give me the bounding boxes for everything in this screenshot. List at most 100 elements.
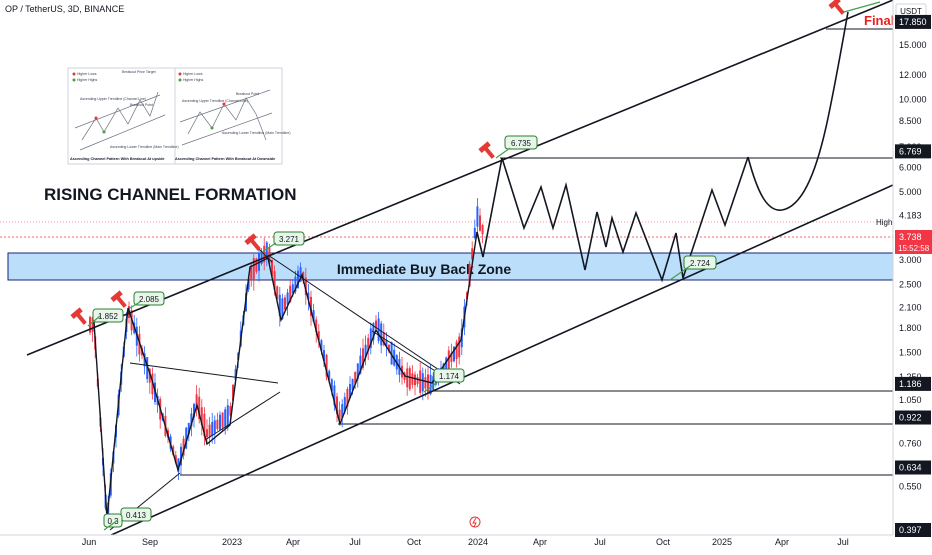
channel-lower-line: [109, 184, 893, 535]
peak-labels: 1.852 2.085 3.271 6.735 1.174 2.724 0.41…: [92, 135, 717, 528]
candle: [284, 294, 286, 313]
candle: [346, 386, 349, 415]
svg-text:Breakout Point: Breakout Point: [130, 103, 153, 107]
label-0413: 0.413: [120, 507, 152, 522]
hammer-icon: [110, 290, 127, 308]
svg-text:0.3: 0.3: [107, 517, 119, 526]
y-tick-label: 3.000: [899, 255, 922, 265]
high-label: High: [876, 218, 892, 227]
wedge-1b: [204, 391, 281, 441]
hammer-icon: [244, 233, 261, 251]
svg-text:Breakout Price Target: Breakout Price Target: [122, 70, 156, 74]
candle: [367, 333, 370, 360]
wedge-1: [129, 362, 279, 384]
rising-channel: [26, 0, 893, 535]
flash-icon[interactable]: [469, 516, 481, 528]
candle: [450, 343, 453, 368]
level-tag: 0.397: [895, 523, 931, 537]
buy-back-zone: [7, 252, 894, 281]
candle: [375, 315, 377, 332]
x-tick-label: Jul: [594, 537, 606, 547]
x-tick-label: 2025: [712, 537, 732, 547]
pivot-marks: [87, 1, 881, 531]
svg-text:Ascending Channel Pattern With: Ascending Channel Pattern With Breakout …: [70, 157, 165, 161]
candle: [458, 332, 461, 365]
candle: [182, 435, 185, 460]
hammer-icon: [478, 141, 495, 159]
y-tick-label: 0.760: [899, 438, 922, 448]
y-tick-label: 1.800: [899, 323, 922, 333]
y-tick-label: 1.050: [899, 395, 922, 405]
svg-text:1.174: 1.174: [439, 372, 460, 381]
svg-text:Ascending Lower Trendline (Mai: Ascending Lower Trendline (Main Trendlin…: [110, 145, 178, 149]
candle: [146, 357, 149, 384]
svg-text:Breakout Point: Breakout Point: [236, 92, 259, 96]
candle: [278, 286, 281, 327]
wedge-2: [267, 254, 461, 385]
svg-text:6.735: 6.735: [511, 139, 532, 148]
svg-text:0.634: 0.634: [899, 463, 922, 473]
svg-text:0.922: 0.922: [899, 413, 922, 423]
candle: [406, 362, 409, 396]
label-03: 0.3: [103, 513, 123, 528]
x-tick-label: Jul: [349, 537, 361, 547]
candle: [211, 412, 214, 444]
time-axis[interactable]: Jun Sep 2023 Apr Jul Oct 2024 Apr Jul Oct 2025 Apr J…: [0, 534, 893, 550]
candle: [476, 198, 479, 236]
candle: [427, 367, 429, 400]
candle: [213, 415, 216, 444]
svg-text:Ascending Upper Trendline (Cha: Ascending Upper Trendline (Channel Line): [182, 99, 248, 103]
svg-text:15:52:58: 15:52:58: [898, 244, 930, 253]
svg-text:3.738: 3.738: [899, 232, 922, 242]
svg-text:Higher Highs: Higher Highs: [183, 78, 203, 82]
candle: [481, 223, 484, 244]
svg-text:0.397: 0.397: [899, 525, 922, 535]
candle: [185, 426, 188, 450]
y-tick-label: 0.550: [899, 481, 922, 491]
y-tick-label: 15.000: [899, 40, 927, 50]
svg-text:Ascending Channel Pattern With: Ascending Channel Pattern With Breakout …: [175, 157, 275, 161]
hammer-icons: [70, 0, 845, 325]
candle: [307, 283, 310, 311]
candle: [286, 288, 289, 316]
candle: [356, 363, 359, 388]
inset-pattern-image: Higher Lows Higher Highs Higher Lows Hig…: [67, 67, 290, 165]
candle: [341, 399, 344, 428]
x-tick-label: Jul: [837, 537, 849, 547]
currency-badge: USDT: [895, 3, 927, 19]
svg-text:Ascending Upper Trendline (Cha: Ascending Upper Trendline (Channel Line): [80, 97, 146, 101]
candle: [317, 324, 320, 348]
x-tick-label: Oct: [656, 537, 671, 547]
candle: [369, 322, 372, 355]
price-axis[interactable]: 15.00012.00010.0008.5007.0006.0005.0004.…: [876, 0, 932, 550]
level-tag: 1.186: [895, 376, 931, 391]
y-tick-label: 2.100: [899, 303, 922, 313]
svg-text:1.852: 1.852: [98, 312, 119, 321]
candle: [304, 267, 307, 305]
svg-text:2.724: 2.724: [690, 259, 711, 268]
svg-text:6.769: 6.769: [899, 146, 922, 156]
y-tick-label: 5.000: [899, 187, 922, 197]
level-tag: 6.769: [895, 144, 931, 159]
candle: [338, 401, 341, 424]
formation-title: RISING CHANNEL FORMATION: [44, 185, 296, 204]
candle: [203, 407, 206, 446]
horizontal-levels: [180, 28, 893, 476]
hammer-icon: [70, 307, 87, 325]
svg-text:Higher Lows: Higher Lows: [183, 72, 203, 76]
candle: [252, 254, 255, 291]
svg-text:0.413: 0.413: [126, 511, 147, 520]
candle: [393, 343, 396, 367]
candle: [195, 385, 198, 417]
symbol-header[interactable]: OP / TetherUS, 3D, BINANCE: [5, 4, 124, 14]
candle: [411, 365, 414, 389]
y-tick-label: 8.500: [899, 116, 922, 126]
candle: [198, 387, 201, 424]
candle: [416, 373, 419, 388]
candle: [455, 339, 458, 368]
final-label: Final: [864, 13, 894, 28]
candle: [419, 362, 422, 396]
label-1174: 1.174: [433, 368, 465, 383]
